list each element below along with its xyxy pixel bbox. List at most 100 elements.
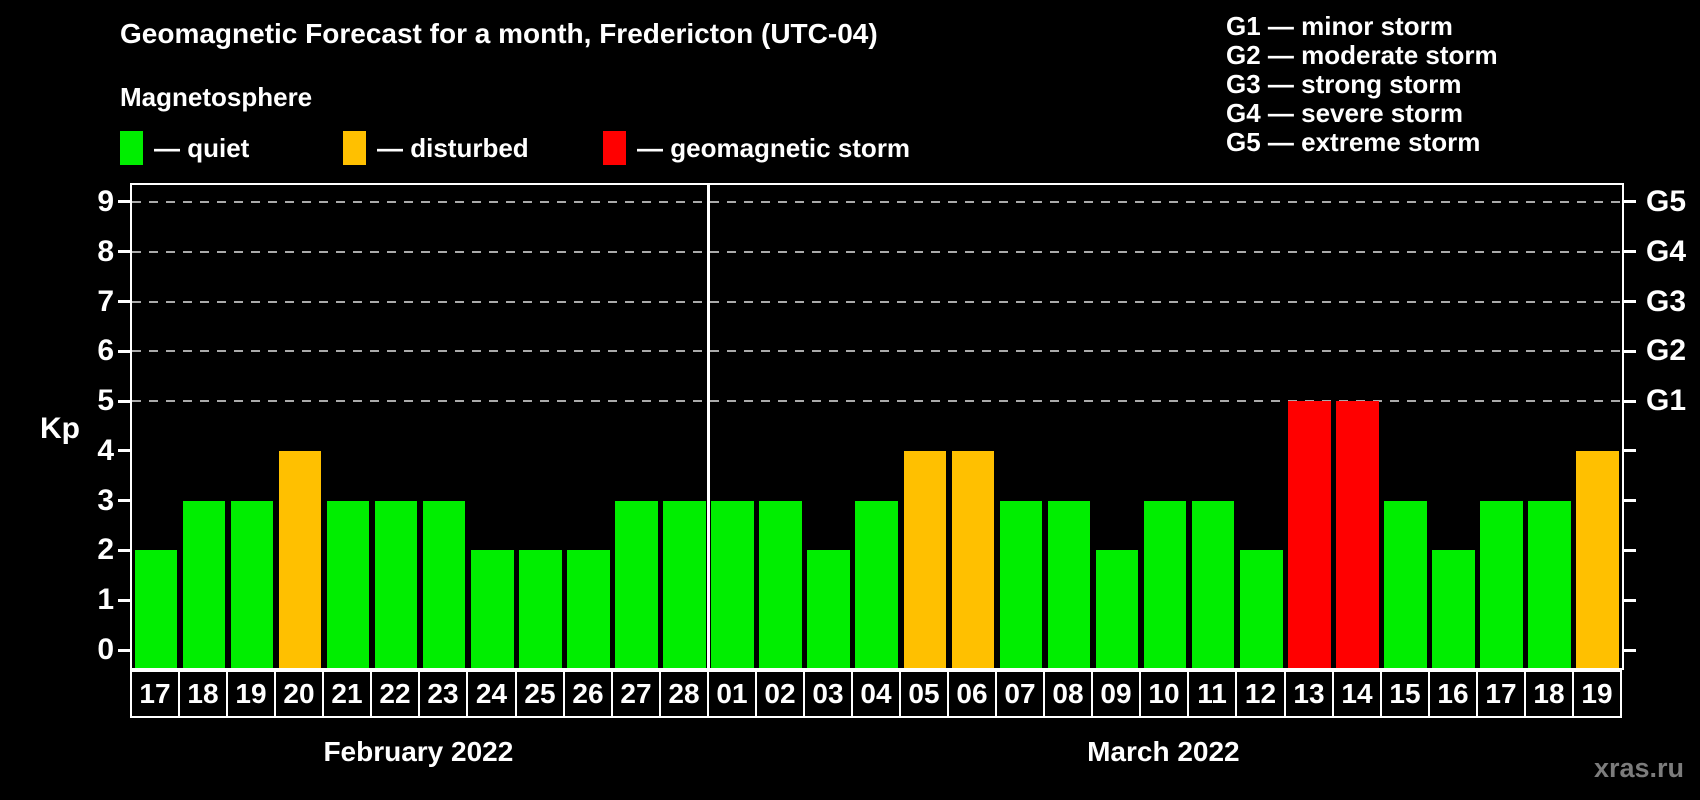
right-tick-kp3 (1623, 499, 1636, 503)
right-axis-label-g1: G1 (1646, 384, 1687, 418)
page-title: Geomagnetic Forecast for a month, Freder… (120, 18, 878, 49)
y-axis-label-5: 5 (97, 384, 114, 418)
y-axis-title: Kp (40, 412, 80, 445)
day-label-march-06: 06 (947, 670, 997, 718)
right-axis-label-g4: G4 (1646, 234, 1687, 268)
day-label-february-22: 22 (370, 670, 420, 718)
storm-scale-line-g4: G4 — severe storm (1226, 98, 1464, 128)
y-axis-label-8: 8 (97, 234, 114, 268)
y-axis-label-2: 2 (97, 533, 114, 567)
kp-bar-march-09 (1095, 550, 1139, 668)
kp-bar-march-19 (1576, 450, 1619, 668)
gridline-kp9 (132, 200, 1622, 203)
kp-bar-february-26 (567, 550, 610, 668)
storm-scale-line-g3: G3 — strong storm (1226, 69, 1462, 99)
left-tick-kp3 (118, 499, 131, 503)
kp-bar-march-03 (807, 550, 850, 668)
right-tick-kp6 (1623, 349, 1636, 353)
storm-scale-line-g2: G2 — moderate storm (1226, 40, 1498, 70)
day-label-february-28: 28 (659, 670, 709, 718)
left-tick-kp5 (118, 399, 131, 403)
gridline-kp6 (132, 350, 1622, 353)
day-label-february-26: 26 (563, 670, 613, 718)
kp-bar-march-08 (1047, 500, 1091, 668)
kp-bar-march-02 (759, 500, 802, 668)
left-tick-kp9 (118, 200, 131, 204)
kp-bar-february-27 (615, 500, 658, 668)
plot-area: 0 1 2 3 4 5 6 7 8 9 G1 G2 G3 G4 G5 (97, 183, 1686, 670)
month-label-march: March 2022 (1087, 736, 1240, 767)
kp-bar-february-22 (374, 500, 418, 668)
y-axis-label-7: 7 (97, 284, 114, 318)
y-axis-label-0: 0 (97, 633, 114, 666)
storm-scale-line-g5: G5 — extreme storm (1226, 127, 1481, 157)
storm-scale-legend: G1 — minor storm G2 — moderate storm G3 — … (1226, 12, 1498, 157)
kp-bar-february-21 (326, 500, 370, 668)
right-tick-kp7 (1623, 300, 1636, 304)
kp-bar-march-05 (903, 450, 947, 668)
legend-item-label: — disturbed (377, 133, 529, 163)
day-label-february-19: 19 (226, 670, 276, 718)
day-label-march-01: 01 (707, 670, 757, 718)
right-tick-kp8 (1623, 250, 1636, 254)
right-tick-kp1 (1623, 598, 1636, 602)
day-label-march-13: 13 (1284, 670, 1334, 718)
disturbed-color-swatch (343, 131, 366, 165)
left-tick-kp8 (118, 250, 131, 254)
day-label-march-08: 08 (1043, 670, 1093, 718)
kp-bar-february-24 (470, 550, 514, 668)
left-tick-kp6 (118, 349, 131, 353)
gridline-kp7 (132, 300, 1622, 303)
right-tick-kp5 (1623, 399, 1636, 403)
y-axis-label-9: 9 (97, 184, 114, 218)
left-tick-kp7 (118, 300, 131, 304)
legend-item-label: — geomagnetic storm (637, 133, 911, 163)
day-label-march-02: 02 (755, 670, 805, 718)
right-tick-kp0 (1623, 648, 1636, 652)
day-label-march-19: 19 (1572, 670, 1622, 718)
day-label-march-16: 16 (1428, 670, 1478, 718)
day-label-march-04: 04 (851, 670, 901, 718)
month-divider (707, 185, 711, 668)
right-tick-kp4 (1623, 449, 1636, 453)
kp-bar-march-13 (1288, 401, 1331, 668)
day-label-february-17: 17 (130, 670, 180, 718)
right-axis-label-g2: G2 (1646, 334, 1687, 368)
right-tick-kp2 (1623, 548, 1636, 552)
left-tick-kp4 (118, 449, 131, 453)
watermark: xras.ru (1593, 753, 1684, 783)
magnetosphere-label: Magnetosphere (120, 82, 313, 112)
kp-bar-march-06 (951, 450, 995, 668)
day-label-march-15: 15 (1380, 670, 1430, 718)
kp-bar-march-07 (999, 500, 1043, 668)
left-tick-kp2 (118, 548, 131, 552)
kp-bar-march-15 (1384, 500, 1427, 668)
kp-bar-february-19 (230, 500, 274, 668)
day-label-february-27: 27 (611, 670, 661, 718)
gridline-kp5 (132, 400, 1622, 403)
kp-bar-march-17 (1480, 500, 1523, 668)
kp-bar-march-14 (1336, 401, 1379, 668)
day-label-march-09: 09 (1091, 670, 1141, 718)
kp-bar-february-18 (182, 500, 226, 668)
day-label-march-14: 14 (1332, 670, 1382, 718)
kp-bar-march-18 (1528, 500, 1571, 668)
day-label-february-24: 24 (466, 670, 517, 718)
day-label-march-07: 07 (995, 670, 1045, 718)
storm-color-swatch (603, 131, 626, 165)
day-label-march-03: 03 (803, 670, 853, 718)
legend-item-label: — quiet (154, 133, 250, 163)
day-label-march-05: 05 (899, 670, 949, 718)
legend-item-storm: — geomagnetic storm (603, 131, 910, 165)
kp-bar-february-23 (422, 500, 466, 668)
day-label-february-20: 20 (274, 670, 324, 718)
kp-bar-march-10 (1143, 500, 1187, 668)
day-label-march-12: 12 (1235, 670, 1286, 718)
y-axis-label-1: 1 (97, 583, 114, 617)
day-label-february-21: 21 (322, 670, 372, 718)
day-label-february-25: 25 (515, 670, 565, 718)
day-label-february-18: 18 (178, 670, 228, 718)
left-tick-kp0 (118, 648, 131, 652)
kp-bar-february-20 (278, 450, 322, 668)
